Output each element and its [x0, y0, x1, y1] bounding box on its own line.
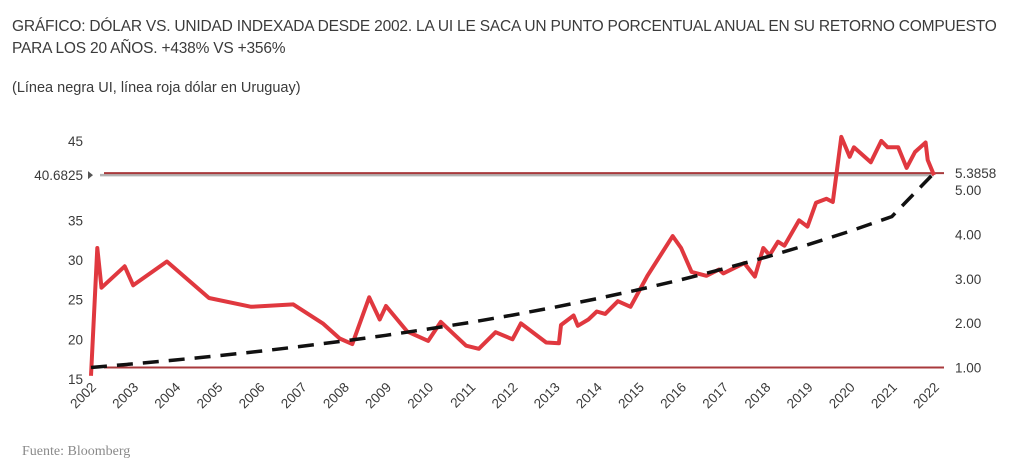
x-tick-label: 2012	[489, 380, 521, 412]
y-left-tick-label: 30	[68, 253, 83, 268]
y-right-tick-label: 3.00	[955, 272, 981, 287]
x-tick-label: 2013	[531, 380, 563, 412]
y-left-tick-label: 35	[68, 213, 83, 228]
x-tick-label: 2009	[362, 380, 394, 412]
chart-source: Fuente: Bloomberg	[22, 444, 131, 459]
y-right-tick-label: 1.00	[955, 360, 981, 375]
y-left-tick-label: 45	[68, 134, 83, 149]
ui-series-line	[90, 171, 936, 370]
x-tick-label: 2005	[194, 380, 226, 412]
x-tick-label: 2010	[404, 380, 436, 412]
x-tick-label: 2007	[278, 380, 310, 412]
x-tick-label: 2021	[868, 380, 900, 412]
reference-marker-arrow	[88, 171, 93, 180]
x-tick-label: 2008	[320, 380, 352, 412]
chart-series	[89, 134, 936, 376]
y-right-tick-label: 2.00	[955, 316, 981, 331]
x-tick-label: 2022	[910, 380, 942, 412]
y-left-tick-label: 20	[68, 332, 83, 347]
x-tick-label: 2004	[152, 379, 184, 411]
x-tick-label: 2020	[826, 380, 858, 412]
x-tick-label: 2018	[742, 380, 774, 412]
x-tick-label: 2015	[615, 380, 647, 412]
x-tick-label: 2016	[657, 380, 689, 412]
x-tick-label: 2003	[109, 380, 141, 412]
y-right-tick-label: 5.00	[955, 183, 981, 198]
x-tick-label: 2019	[784, 380, 816, 412]
y-left-tick-label: 15	[68, 372, 83, 387]
x-tick-label: 2006	[236, 380, 268, 412]
x-tick-label: 2017	[700, 380, 732, 412]
x-tick-label: 2011	[447, 380, 478, 411]
chart-subtitle: (Línea negra UI, línea roja dólar en Uru…	[12, 80, 301, 96]
dollar-series-line	[89, 134, 936, 376]
y-left-tick-label: 25	[68, 293, 83, 308]
reference-label-left: 40.6825	[34, 168, 83, 183]
reference-label-right: 5.3858	[955, 166, 996, 181]
chart-title: GRÁFICO: DÓLAR VS. UNIDAD INDEXADA DESDE…	[12, 18, 997, 57]
y-right-tick-label: 4.00	[955, 227, 981, 242]
x-tick-label: 2014	[573, 379, 605, 411]
reference-lines: 40.6825 5.3858	[34, 166, 996, 369]
